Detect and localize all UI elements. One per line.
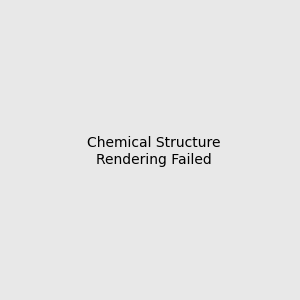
Text: Chemical Structure
Rendering Failed: Chemical Structure Rendering Failed [87, 136, 220, 166]
